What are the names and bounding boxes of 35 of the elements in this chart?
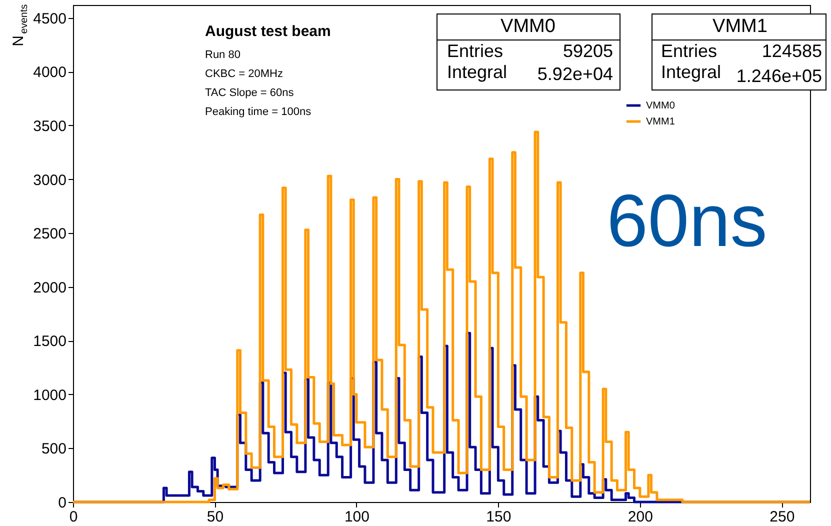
annotation: VMM0 <box>500 16 556 37</box>
annotation: Run 80 <box>205 49 240 61</box>
legend-label: VMM0 <box>646 100 676 112</box>
legend-label: VMM1 <box>646 116 676 128</box>
annotation: VMM1 <box>712 16 768 37</box>
y-tick-label: 1000 <box>33 386 66 404</box>
annotation: TAC Slope = 60ns <box>205 87 294 99</box>
y-tick-label: 0 <box>58 494 66 512</box>
y-tick-label: 4000 <box>33 64 66 82</box>
x-tick-label: 50 <box>206 508 224 526</box>
y-axis-title: Nevents <box>10 4 30 46</box>
x-tick-label: 200 <box>628 508 653 526</box>
y-tick-label: 2000 <box>33 279 66 296</box>
x-tick-label: 250 <box>770 508 795 526</box>
y-tick-label: 3000 <box>33 172 66 189</box>
annotation: Integral <box>661 62 722 82</box>
annotation: 60ns <box>606 179 768 262</box>
annotation: Entries <box>447 41 504 61</box>
annotation: 1.246e+05 <box>736 66 822 86</box>
y-tick-label: 1500 <box>33 333 66 350</box>
annotation: 124585 <box>762 41 822 61</box>
y-tick-label: 3500 <box>33 118 66 135</box>
annotation: CKBC = 20MHz <box>205 68 283 80</box>
y-tick-label: 4500 <box>33 10 66 28</box>
annotation: 59205 <box>562 41 613 61</box>
annotation: August test beam <box>205 23 331 40</box>
y-tick-label: 500 <box>41 440 66 458</box>
x-tick-label: 100 <box>344 508 370 526</box>
annotation: Entries <box>661 41 718 61</box>
annotation: Peaking time = 100ns <box>205 106 312 118</box>
annotation: 5.92e+04 <box>537 64 613 84</box>
x-tick-label: 0 <box>69 508 78 526</box>
y-tick-label: 2500 <box>33 226 66 243</box>
annotation: Integral <box>447 62 508 82</box>
x-tick-label: 150 <box>486 508 512 526</box>
